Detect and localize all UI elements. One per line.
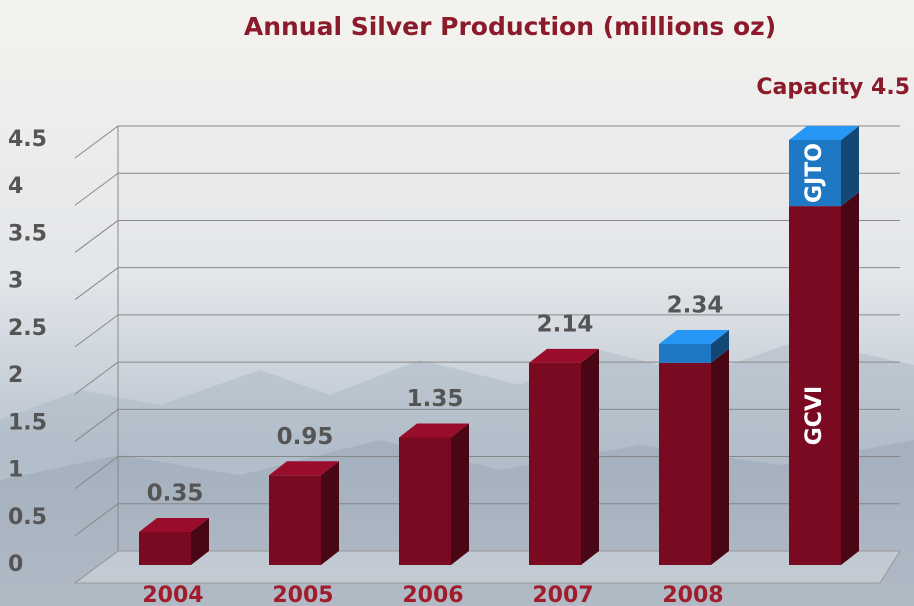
- data-label: Capacity 4.5: [756, 75, 910, 100]
- bar-top: [659, 330, 729, 344]
- y-tick-label: 4.5: [8, 127, 47, 152]
- data-label: 0.35: [147, 480, 204, 506]
- y-tick-label: 3: [8, 269, 23, 294]
- bar-side: [581, 348, 599, 565]
- y-tick-label: 0: [8, 552, 23, 577]
- bar-side: [841, 126, 859, 207]
- bar-side: [321, 461, 339, 565]
- bar: [529, 362, 581, 565]
- y-tick-label: 0.5: [8, 505, 47, 530]
- bar: [789, 206, 841, 565]
- y-tick-label: 3.5: [8, 221, 47, 246]
- bar-side: [711, 348, 729, 565]
- bar-side: [711, 330, 729, 363]
- x-tick-label: 2006: [402, 583, 463, 606]
- bar-side: [191, 517, 209, 565]
- data-label: 2.34: [667, 293, 724, 319]
- series-label: GJTO: [802, 143, 827, 203]
- bar-top: [529, 348, 599, 363]
- data-label: 1.35: [407, 386, 464, 412]
- bar: [399, 437, 451, 565]
- grid-line: [74, 172, 119, 206]
- grid-line: [74, 314, 119, 348]
- grid-line: [74, 267, 119, 301]
- series-label: GCVI: [802, 386, 827, 445]
- bar: [789, 140, 841, 207]
- x-tick-label: 2005: [272, 583, 333, 606]
- grid-line: [74, 503, 119, 537]
- x-tick-label: 2004: [142, 583, 203, 606]
- bar: [659, 344, 711, 363]
- bar-top: [399, 423, 469, 438]
- y-tick-label: 1.5: [8, 410, 47, 435]
- y-tick-label: 2: [8, 363, 23, 388]
- bar-top: [139, 517, 209, 532]
- y-tick-label: 2.5: [8, 316, 47, 341]
- grid-line: [74, 456, 119, 489]
- data-label: 2.14: [537, 311, 594, 337]
- grid-line: [74, 408, 119, 442]
- bar-top: [789, 126, 859, 140]
- bar-side: [841, 192, 859, 565]
- data-label: 0.95: [277, 424, 334, 450]
- x-tick-label: 2008: [662, 583, 723, 606]
- bar: [139, 531, 191, 565]
- bar: [269, 475, 321, 565]
- grid-line: [74, 125, 119, 159]
- chart-title: Annual Silver Production (millions oz): [244, 12, 776, 41]
- bar-top: [269, 461, 339, 476]
- x-tick-label: 2007: [532, 583, 593, 606]
- grid-line: [74, 220, 119, 253]
- y-tick-label: 4: [8, 174, 23, 199]
- y-tick-label: 1: [8, 458, 23, 483]
- bar-side: [451, 423, 469, 565]
- bar: [659, 362, 711, 565]
- grid-line: [74, 361, 119, 395]
